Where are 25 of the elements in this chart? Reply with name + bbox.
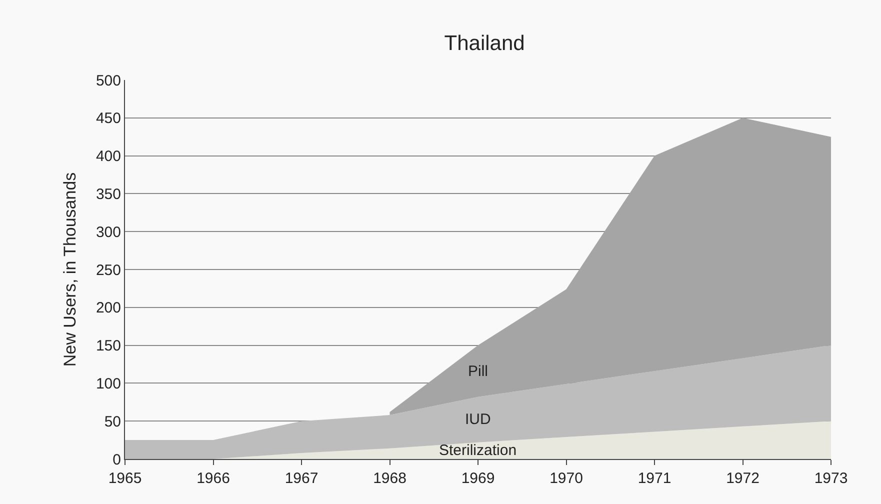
x-tick-label: 1971 bbox=[638, 470, 672, 487]
x-tick-label: 1965 bbox=[108, 470, 142, 487]
series-label: Sterilization bbox=[439, 442, 517, 459]
y-tick-label: 500 bbox=[96, 72, 121, 90]
x-tick-label: 1973 bbox=[814, 470, 848, 487]
x-tick-label: 1967 bbox=[284, 470, 318, 487]
chart-title: Thailand bbox=[444, 32, 525, 55]
x-tick-label: 1968 bbox=[373, 470, 406, 487]
y-axis-title: New Users, in Thousands bbox=[60, 172, 80, 367]
y-tick-label: 250 bbox=[96, 262, 121, 279]
series-label: IUD bbox=[465, 411, 491, 428]
y-tick-label: 150 bbox=[96, 338, 121, 355]
y-tick-label: 0 bbox=[112, 451, 121, 468]
y-tick-label: 300 bbox=[96, 224, 121, 241]
y-tick-label: 450 bbox=[96, 110, 121, 128]
y-tick-label: 350 bbox=[96, 186, 121, 203]
series-label: Pill bbox=[468, 363, 488, 380]
y-tick-label: 400 bbox=[96, 148, 121, 166]
x-tick-label: 1966 bbox=[196, 470, 230, 487]
y-tick-label: 100 bbox=[96, 375, 121, 392]
y-tick-label: 50 bbox=[104, 413, 121, 430]
y-tick-label: 200 bbox=[96, 300, 121, 317]
x-tick-label: 1970 bbox=[550, 470, 583, 487]
x-tick-label: 1969 bbox=[461, 470, 495, 487]
x-tick-label: 1972 bbox=[726, 470, 760, 487]
